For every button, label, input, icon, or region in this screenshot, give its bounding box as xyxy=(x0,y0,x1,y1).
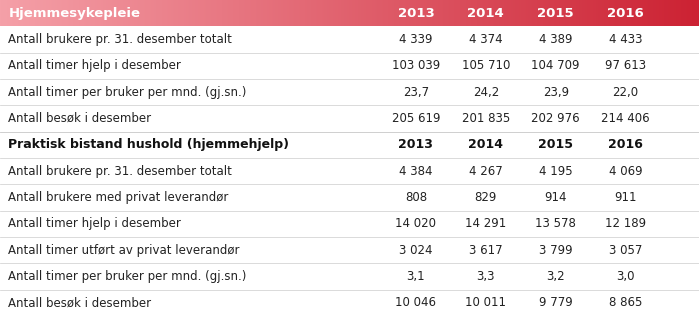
Bar xyxy=(0,184,699,211)
Text: 105 710: 105 710 xyxy=(461,59,510,72)
Text: 3,1: 3,1 xyxy=(407,270,425,283)
Bar xyxy=(0,263,699,290)
Text: 4 384: 4 384 xyxy=(399,165,433,178)
Text: 13 578: 13 578 xyxy=(535,217,576,230)
Bar xyxy=(0,132,699,158)
Bar xyxy=(0,158,699,184)
Text: Antall brukere pr. 31. desember totalt: Antall brukere pr. 31. desember totalt xyxy=(8,165,232,178)
Text: 4 433: 4 433 xyxy=(609,33,642,46)
Text: 12 189: 12 189 xyxy=(605,217,646,230)
Text: 104 709: 104 709 xyxy=(531,59,580,72)
Text: 4 069: 4 069 xyxy=(609,165,642,178)
Bar xyxy=(0,237,699,263)
Text: 23,7: 23,7 xyxy=(403,86,429,99)
Text: Antall timer hjelp i desember: Antall timer hjelp i desember xyxy=(8,59,181,72)
Text: 3 799: 3 799 xyxy=(539,244,572,257)
Text: 97 613: 97 613 xyxy=(605,59,646,72)
Text: Antall brukere pr. 31. desember totalt: Antall brukere pr. 31. desember totalt xyxy=(8,33,232,46)
Text: 205 619: 205 619 xyxy=(391,112,440,125)
Text: 2014: 2014 xyxy=(468,7,504,20)
Text: Antall timer per bruker per mnd. (gj.sn.): Antall timer per bruker per mnd. (gj.sn.… xyxy=(8,270,247,283)
Text: 10 046: 10 046 xyxy=(396,296,436,309)
Text: 829: 829 xyxy=(475,191,497,204)
Text: 914: 914 xyxy=(545,191,567,204)
Text: 14 020: 14 020 xyxy=(396,217,436,230)
Text: 911: 911 xyxy=(614,191,637,204)
Text: 9 779: 9 779 xyxy=(539,296,572,309)
Text: Antall besøk i desember: Antall besøk i desember xyxy=(8,296,152,309)
Text: 103 039: 103 039 xyxy=(391,59,440,72)
Text: 3 024: 3 024 xyxy=(399,244,433,257)
Text: 201 835: 201 835 xyxy=(461,112,510,125)
Text: 3 617: 3 617 xyxy=(469,244,503,257)
Text: 2015: 2015 xyxy=(538,7,574,20)
Text: 24,2: 24,2 xyxy=(473,86,499,99)
Text: Antall timer utført av privat leverandør: Antall timer utført av privat leverandør xyxy=(8,244,240,257)
Text: 214 406: 214 406 xyxy=(601,112,650,125)
Text: 2014: 2014 xyxy=(468,138,503,151)
Text: 2013: 2013 xyxy=(398,7,434,20)
Text: Antall timer per bruker per mnd. (gj.sn.): Antall timer per bruker per mnd. (gj.sn.… xyxy=(8,86,247,99)
Text: 3,0: 3,0 xyxy=(617,270,635,283)
Text: 2013: 2013 xyxy=(398,138,433,151)
Text: 8 865: 8 865 xyxy=(609,296,642,309)
Bar xyxy=(0,290,699,316)
Text: 3,3: 3,3 xyxy=(477,270,495,283)
Text: 3,2: 3,2 xyxy=(547,270,565,283)
Text: 2016: 2016 xyxy=(607,7,644,20)
Bar xyxy=(0,26,699,53)
Text: 4 374: 4 374 xyxy=(469,33,503,46)
Text: 4 339: 4 339 xyxy=(399,33,433,46)
Text: Antall besøk i desember: Antall besøk i desember xyxy=(8,112,152,125)
Bar xyxy=(0,53,699,79)
Text: Antall brukere med privat leverandør: Antall brukere med privat leverandør xyxy=(8,191,229,204)
Text: 4 389: 4 389 xyxy=(539,33,572,46)
Text: Antall timer hjelp i desember: Antall timer hjelp i desember xyxy=(8,217,181,230)
Text: 10 011: 10 011 xyxy=(466,296,506,309)
Text: 3 057: 3 057 xyxy=(609,244,642,257)
Text: 4 195: 4 195 xyxy=(539,165,572,178)
Text: Praktisk bistand hushold (hjemmehjelp): Praktisk bistand hushold (hjemmehjelp) xyxy=(8,138,289,151)
Text: 14 291: 14 291 xyxy=(465,217,507,230)
Text: 2016: 2016 xyxy=(608,138,643,151)
Text: 4 267: 4 267 xyxy=(469,165,503,178)
Bar xyxy=(0,211,699,237)
Bar xyxy=(0,79,699,105)
Bar xyxy=(0,105,699,132)
Text: 202 976: 202 976 xyxy=(531,112,580,125)
Text: 22,0: 22,0 xyxy=(612,86,639,99)
Text: Hjemmesykepleie: Hjemmesykepleie xyxy=(8,7,140,20)
Text: 23,9: 23,9 xyxy=(542,86,569,99)
Text: 2015: 2015 xyxy=(538,138,573,151)
Text: 808: 808 xyxy=(405,191,427,204)
